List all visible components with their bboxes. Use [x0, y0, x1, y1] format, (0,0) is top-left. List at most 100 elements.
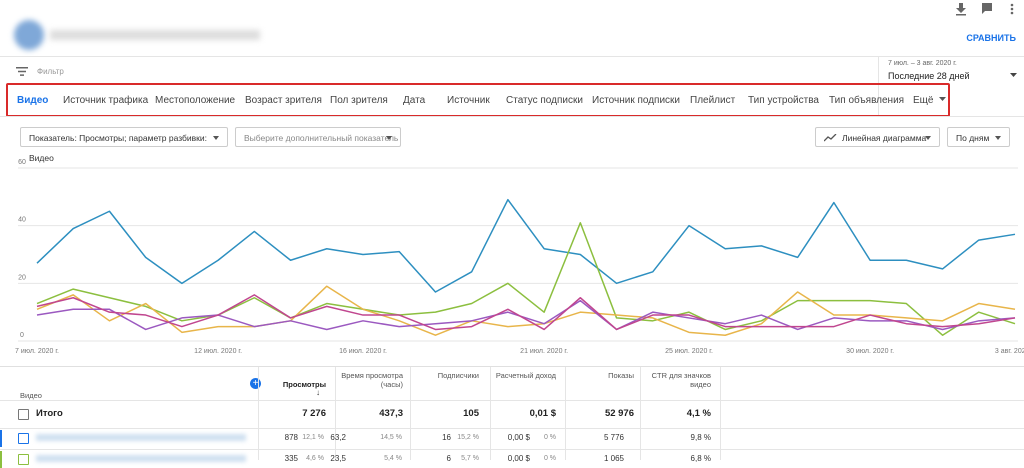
- period-caret: [1010, 73, 1017, 77]
- date-divider: [878, 56, 879, 116]
- divider: [0, 116, 1024, 117]
- channel-avatar: [14, 20, 44, 50]
- tab[interactable]: Ещё: [913, 95, 949, 106]
- total-cell: 4,1 %: [686, 408, 711, 419]
- channel-name-blurred: [50, 30, 260, 40]
- row-checkbox[interactable]: [18, 433, 29, 444]
- tab[interactable]: Плейлист: [690, 95, 736, 106]
- column-divider: [720, 367, 721, 460]
- x-tick-label: 16 июл. 2020 г.: [339, 348, 387, 355]
- period-select[interactable]: Последние 28 дней: [888, 71, 970, 81]
- column-header[interactable]: Просмотры: [282, 380, 326, 389]
- table-cell: 0 %: [543, 455, 556, 462]
- table-cell: 335: [284, 454, 298, 463]
- series-line: [36, 285, 1016, 336]
- total-cell: 105: [463, 408, 479, 419]
- x-tick-label: 7 июл. 2020 г.: [15, 348, 59, 355]
- total-label: Итого: [36, 408, 63, 419]
- date-range: 7 июл. – 3 авг. 2020 г.: [888, 60, 957, 67]
- column-header: Подписчики: [437, 371, 479, 380]
- table-cell: 6,8 %: [690, 454, 711, 463]
- series-line: [36, 222, 1016, 336]
- more-caret: [939, 97, 947, 101]
- table-cell: 9,8 %: [690, 433, 711, 442]
- column-divider: [410, 367, 411, 460]
- checkbox[interactable]: [18, 409, 29, 420]
- top-icons: [956, 3, 1014, 16]
- tab[interactable]: Дата: [403, 95, 426, 106]
- series-line: [36, 198, 1016, 293]
- y-tick-label: 20: [18, 274, 26, 281]
- tab[interactable]: Тип устройства: [748, 95, 819, 106]
- filter-icon[interactable]: [16, 67, 28, 76]
- table-cell: 5 776: [603, 433, 624, 442]
- column-header: Время просмотра (часы): [341, 371, 403, 389]
- extra-metric-label: Выберите дополнительный показатель: [244, 133, 399, 143]
- total-cell: 7 276: [302, 408, 326, 419]
- series-line: [36, 294, 1016, 331]
- total-cell: 52 976: [604, 408, 634, 419]
- table-cell: 5,7 %: [461, 455, 479, 462]
- column-divider: [565, 367, 566, 460]
- tab[interactable]: Источник: [447, 95, 490, 106]
- divider: [0, 56, 1024, 57]
- row-divider: [0, 428, 1024, 429]
- more-icon[interactable]: [1010, 3, 1014, 15]
- column-divider: [258, 367, 259, 460]
- row-color-marker: [0, 430, 2, 447]
- series-line: [36, 299, 1016, 331]
- column-header: CTR для значков видео: [651, 371, 711, 389]
- video-title-blurred: [36, 455, 246, 462]
- column-divider: [335, 367, 336, 460]
- tab[interactable]: Местоположение: [155, 95, 236, 106]
- filter-input[interactable]: Фильтр: [37, 67, 64, 76]
- metric-select[interactable]: Показатель: Просмотры; параметр разбивки…: [20, 127, 228, 163]
- table-top-border: [0, 366, 1024, 367]
- table-cell: 15,2 %: [457, 434, 479, 441]
- sort-arrow: ↓: [316, 388, 320, 397]
- tab[interactable]: Возраст зрителя: [245, 95, 322, 106]
- video-title-blurred: [36, 434, 246, 441]
- column-divider: [640, 367, 641, 460]
- table-cell: 12,1 %: [302, 434, 324, 441]
- table-cell: 4,6 %: [306, 455, 324, 462]
- extra-metric-select[interactable]: Выберите дополнительный показатель: [235, 127, 401, 147]
- x-tick-label: 21 июл. 2020 г.: [520, 348, 568, 355]
- tab[interactable]: Источник подписки: [592, 95, 681, 106]
- table-cell: 0,00 $: [507, 454, 530, 463]
- granularity-label: По дням: [956, 133, 990, 143]
- tab[interactable]: Видео: [17, 95, 49, 106]
- chart-type-label: Линейная диаграмма: [842, 133, 927, 143]
- column-header: Показы: [608, 371, 634, 380]
- compare-button[interactable]: СРАВНИТЬ: [966, 33, 1016, 43]
- column-header: Видео: [20, 391, 42, 400]
- x-tick-label: 30 июл. 2020 г.: [846, 348, 894, 355]
- table-cell: 0,00 $: [507, 433, 530, 442]
- add-column-button[interactable]: +: [250, 378, 261, 389]
- table-cell: 0 %: [543, 434, 556, 441]
- table-cell: 63,2: [330, 433, 346, 442]
- column-divider: [490, 367, 491, 460]
- column-header: Расчетный доход: [495, 371, 556, 380]
- x-tick-label: 12 июл. 2020 г.: [194, 348, 242, 355]
- table-cell: 16: [442, 433, 451, 442]
- tab[interactable]: Статус подписки: [506, 95, 583, 106]
- chart: 0 20 40 60 7 июл. 2020 г. 12 июл. 2020 г. 16 и…: [15, 159, 1024, 355]
- x-tick-label: 25 июл. 2020 г.: [665, 348, 713, 355]
- table-cell: 23,5: [330, 454, 346, 463]
- x-tick-label: 3 авг. 2020 г.: [995, 348, 1024, 355]
- download-icon[interactable]: [956, 3, 966, 16]
- table-cell: 878: [284, 433, 298, 442]
- chart-type-select[interactable]: Линейная диаграмма: [815, 127, 940, 147]
- tab[interactable]: Пол зрителя: [330, 95, 388, 106]
- table-cell: 5,4 %: [384, 455, 402, 462]
- feedback-icon[interactable]: [982, 3, 992, 14]
- total-cell: 0,01 $: [529, 408, 556, 419]
- table-cell: 1 065: [603, 454, 624, 463]
- tab[interactable]: Тип объявления: [829, 95, 905, 106]
- tab[interactable]: Источник трафика: [63, 95, 149, 106]
- row-divider: [0, 449, 1024, 450]
- granularity-select[interactable]: По дням: [947, 127, 1010, 147]
- y-tick-label: 0: [20, 332, 24, 339]
